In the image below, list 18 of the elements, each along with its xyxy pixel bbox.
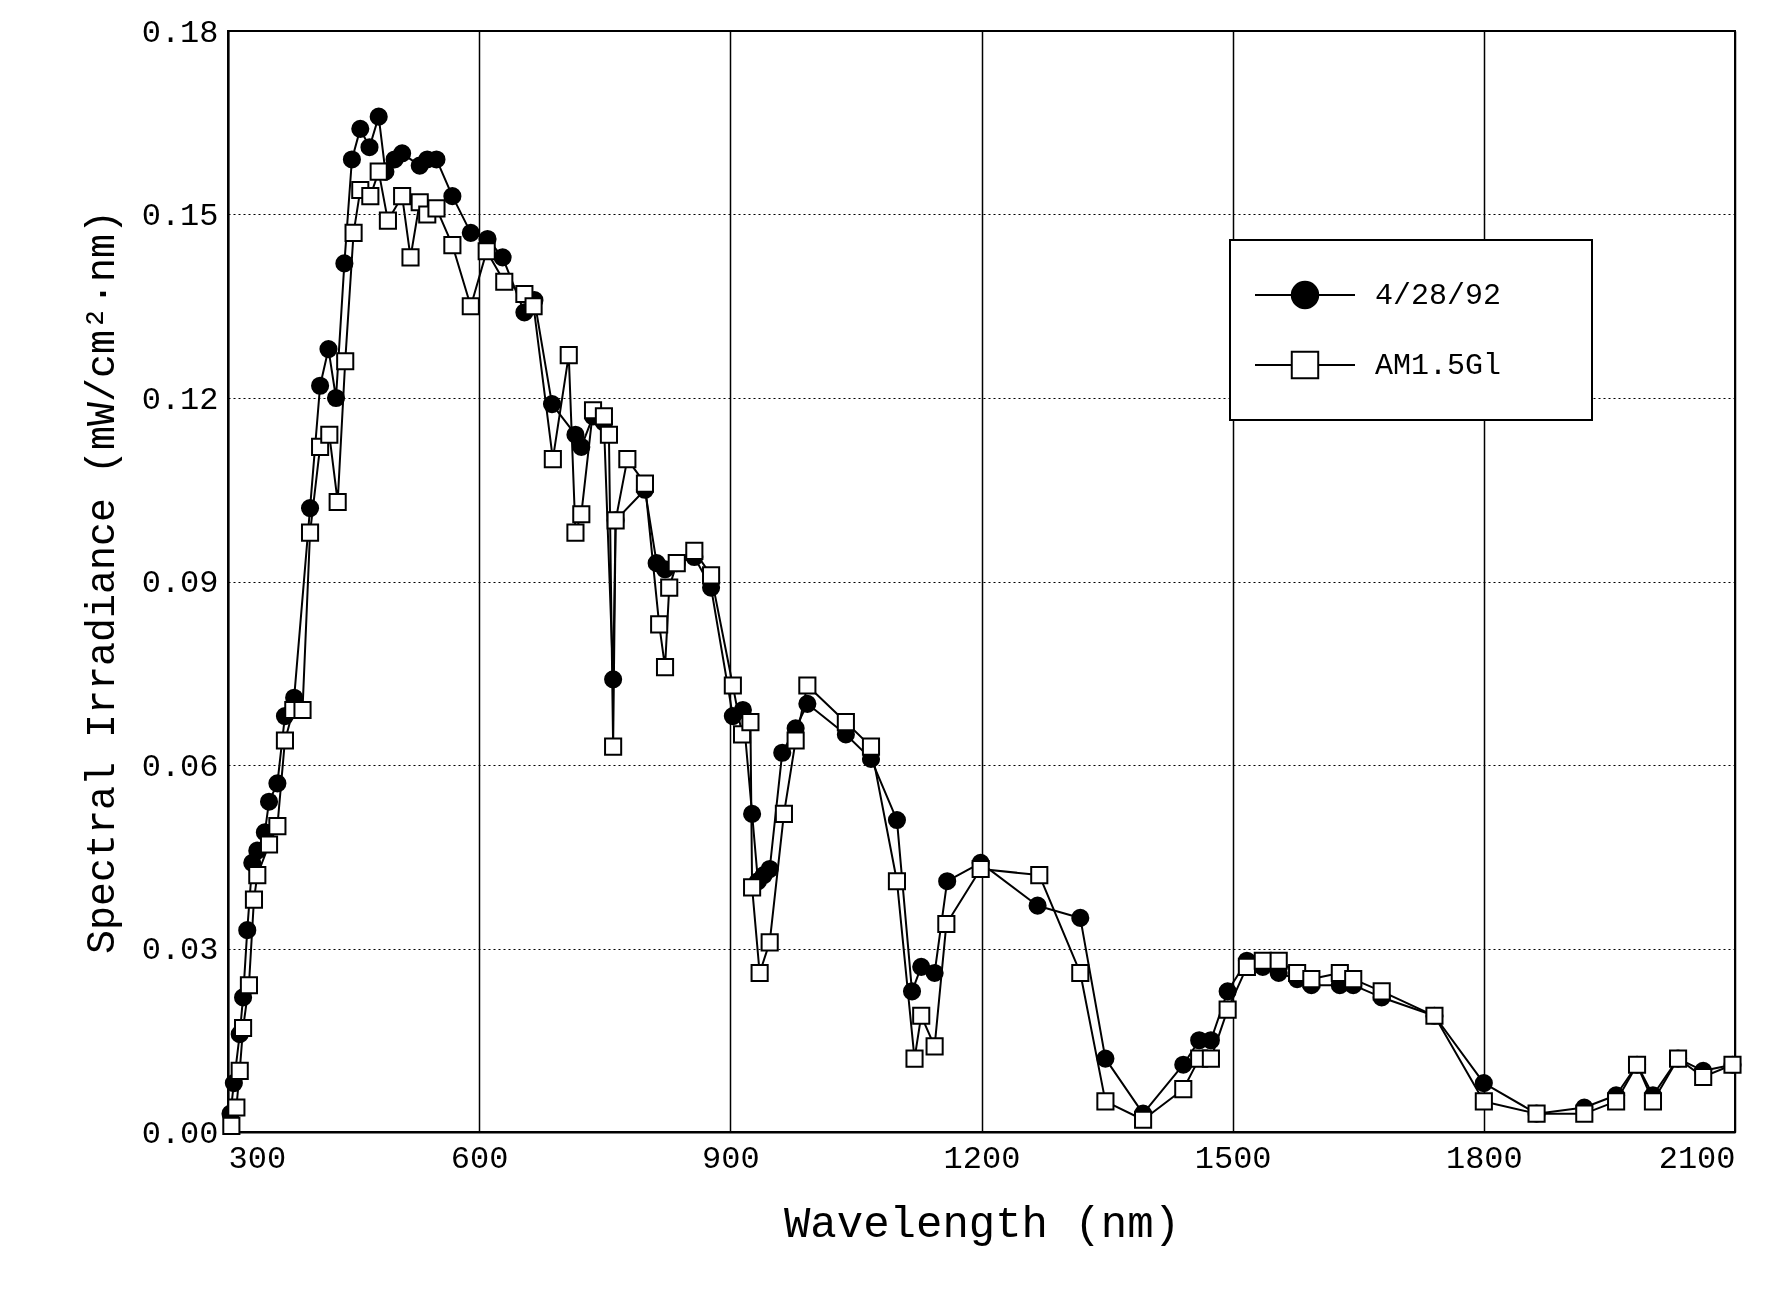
x-tick-label: 1500 <box>1194 1140 1272 1178</box>
legend-label: 4/28/92 <box>1375 279 1502 313</box>
x-tick-label: 900 <box>702 1140 760 1178</box>
x-tick-label: 600 <box>450 1140 509 1178</box>
y-tick-label: 0.18 <box>141 14 219 52</box>
y-tick-label: 0.06 <box>141 748 219 786</box>
y-axis-title: Spectral Irradiance (mW/cm²·nm) <box>80 209 126 955</box>
x-tick-label: 300 <box>228 1140 287 1178</box>
x-tick-label: 2100 <box>1658 1140 1736 1178</box>
x-axis-title: Wavelength (nm) <box>783 1199 1181 1250</box>
legend-label: AM1.5Gl <box>1375 349 1502 383</box>
y-tick-label: 0.15 <box>141 198 219 235</box>
y-tick-label: 0.00 <box>141 1115 219 1153</box>
x-tick-label: 1800 <box>1445 1140 1523 1178</box>
y-tick-label: 0.03 <box>141 932 219 969</box>
y-tick-label: 0.09 <box>141 565 219 602</box>
x-tick-label: 1200 <box>943 1140 1021 1178</box>
y-tick-label: 0.12 <box>141 381 219 419</box>
